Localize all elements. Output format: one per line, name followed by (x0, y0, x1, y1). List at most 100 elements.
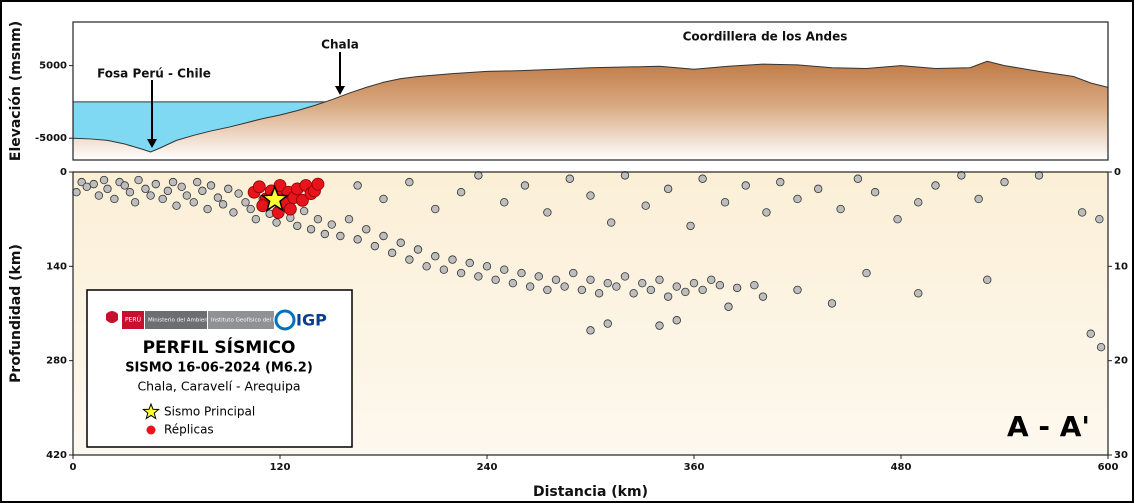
x-tick-label: 0 (70, 462, 77, 473)
event (586, 191, 595, 200)
event (379, 231, 388, 241)
event (405, 177, 414, 187)
event (431, 204, 440, 214)
event (893, 214, 902, 224)
event (125, 188, 135, 197)
x-tick-label: 600 (1098, 462, 1119, 473)
x-axis-label: Distancia (km) (533, 484, 648, 500)
event (1000, 177, 1009, 187)
event (1096, 342, 1106, 352)
event (379, 194, 388, 204)
legend-location: Chala, Caravelí - Arequipa (137, 379, 300, 394)
event (327, 220, 336, 229)
event (931, 181, 940, 190)
event (957, 171, 966, 180)
event (218, 200, 228, 209)
event (353, 181, 362, 190)
event (612, 282, 621, 291)
event (793, 285, 802, 295)
event (251, 214, 261, 224)
event (234, 189, 243, 198)
event (672, 316, 681, 325)
event (551, 275, 561, 285)
event (520, 181, 530, 190)
event (474, 272, 483, 281)
event (99, 175, 109, 185)
event (525, 282, 535, 291)
event (387, 248, 397, 258)
event (130, 198, 140, 207)
annotation: Fosa Perú - Chile (97, 67, 211, 81)
event (89, 179, 98, 189)
terrain-fill (73, 61, 1108, 160)
event (620, 171, 630, 180)
event (586, 275, 595, 285)
event (177, 182, 186, 192)
event (203, 204, 212, 214)
event (543, 208, 552, 217)
event (672, 282, 681, 291)
event (456, 268, 466, 278)
event (715, 281, 725, 290)
event (508, 278, 518, 288)
legend-subtitle: SISMO 16-06-2024 (M6.2) (125, 361, 313, 376)
event (836, 204, 845, 214)
x-tick-label: 120 (270, 462, 291, 473)
event (793, 194, 802, 204)
y-tick-label: 420 (46, 450, 67, 461)
event (362, 225, 371, 234)
event (638, 278, 647, 288)
event (213, 193, 223, 202)
event (1034, 171, 1044, 180)
coat-of-arms (106, 311, 118, 323)
event (914, 289, 923, 298)
event (353, 235, 362, 244)
legend-marker (142, 402, 160, 420)
y2-tick-label: 10 (1114, 261, 1128, 272)
aftershock (311, 177, 325, 191)
event (603, 278, 612, 288)
logo-text: Instituto Geofísico del Perú (211, 317, 285, 324)
event (491, 275, 500, 285)
event (663, 184, 673, 194)
event (82, 182, 91, 192)
legend-title: PERFIL SÍSMICO (143, 336, 296, 358)
y-axis-label: Profundidad (km) (8, 244, 24, 383)
y-tick-label: 5000 (39, 61, 67, 72)
y2-tick-label: 30 (1114, 450, 1128, 461)
y2-tick-label: 20 (1114, 356, 1128, 367)
event (163, 186, 173, 196)
igp-emblem (274, 309, 296, 331)
annotation: Chala (321, 38, 359, 52)
event (413, 245, 423, 254)
event (313, 214, 323, 224)
event (681, 287, 690, 297)
aftershock (273, 179, 287, 192)
x-tick-label: 360 (684, 462, 705, 473)
event (1077, 208, 1087, 217)
event (110, 194, 119, 204)
event (663, 292, 673, 301)
mainshock (260, 184, 290, 212)
x-tick-label: 240 (477, 462, 498, 473)
event (686, 221, 695, 231)
logo-text: Ministerio del Ambiente (148, 318, 214, 324)
event (246, 204, 255, 214)
event (543, 285, 552, 295)
event (983, 275, 992, 285)
event (192, 177, 202, 187)
event (299, 206, 309, 216)
depth-frame (72, 171, 1109, 456)
event (405, 255, 414, 264)
legend-label: Sismo Principal (164, 405, 255, 419)
event (500, 265, 509, 274)
event (293, 221, 302, 231)
event (698, 174, 707, 183)
event (603, 319, 612, 328)
event (168, 177, 178, 187)
arrow-head (335, 86, 345, 95)
event (120, 181, 129, 190)
terrain-profile (72, 60, 1109, 153)
y-axis-label: Elevación (msnm) (8, 21, 24, 161)
